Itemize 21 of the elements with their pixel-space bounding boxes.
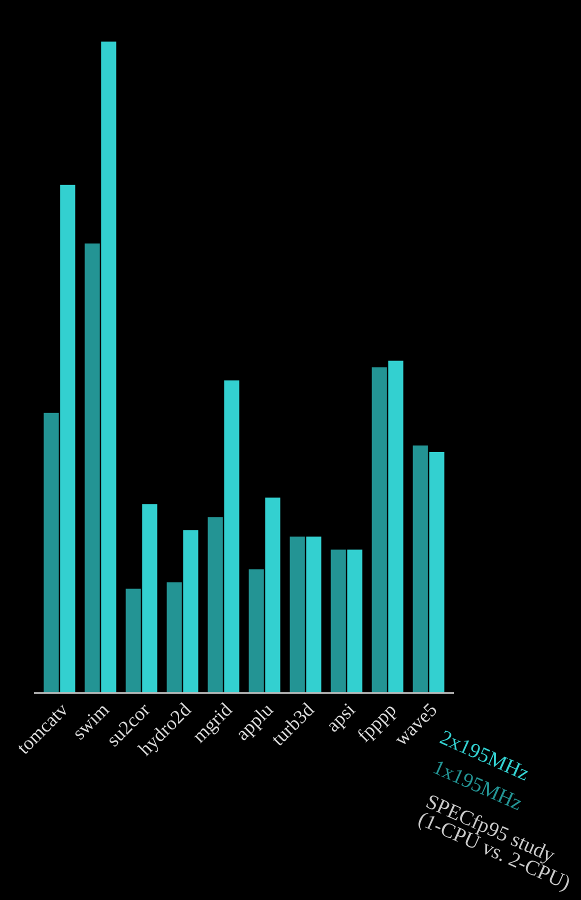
bar — [142, 504, 158, 693]
bar — [347, 550, 362, 693]
bar — [388, 360, 404, 693]
x-tick-label: apsi — [328, 702, 356, 733]
bar — [84, 244, 100, 693]
bar — [248, 569, 264, 693]
bar — [166, 582, 182, 693]
bar — [208, 517, 223, 693]
bar — [60, 184, 76, 693]
bar — [412, 445, 428, 693]
bar — [290, 536, 305, 693]
bar — [306, 536, 322, 693]
bar — [224, 380, 240, 693]
bar — [44, 412, 59, 693]
bar — [126, 588, 141, 693]
bar — [330, 550, 346, 693]
bar — [372, 367, 387, 693]
bar — [101, 42, 116, 693]
bar — [429, 452, 444, 693]
bar — [183, 530, 198, 693]
bar — [265, 498, 280, 693]
